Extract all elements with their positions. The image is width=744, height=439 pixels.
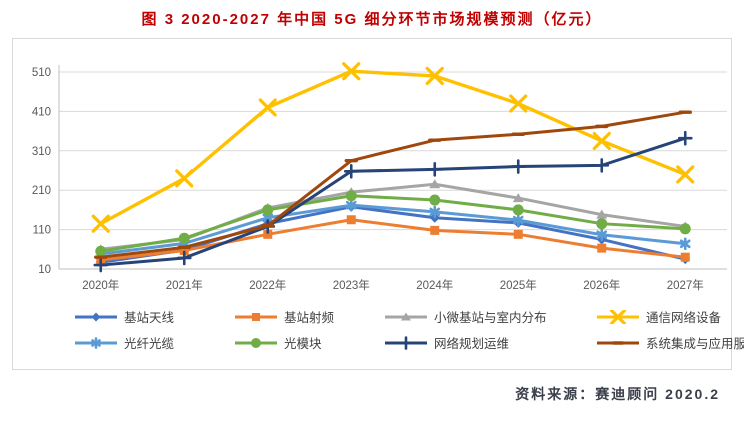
svg-text:410: 410 xyxy=(32,106,51,118)
series-基站射频 xyxy=(96,215,690,265)
legend-item-7: 网络规划运维 xyxy=(383,333,595,352)
legend-triangle-icon xyxy=(385,312,427,320)
svg-text:2026年: 2026年 xyxy=(583,278,620,292)
series-系统集成与应用服务 xyxy=(94,110,692,259)
svg-text:2022年: 2022年 xyxy=(249,278,286,292)
svg-text:210: 210 xyxy=(32,185,51,197)
legend-circle-icon xyxy=(235,337,277,348)
chart-title: 图 3 2020-2027 年中国 5G 细分环节市场规模预测（亿元） xyxy=(141,11,603,28)
series-lines xyxy=(91,62,695,273)
legend-label: 光模块 xyxy=(284,337,322,351)
legend-label: 网络规划运维 xyxy=(434,337,510,351)
legend-item-1: 基站天线 xyxy=(73,307,233,326)
legend-x-icon xyxy=(597,309,639,324)
svg-text:2027年: 2027年 xyxy=(667,278,704,292)
legend-item-5: 光纤光缆 xyxy=(73,333,233,352)
source-note: 资料来源：赛迪顾问 2020.2 xyxy=(515,386,720,402)
svg-text:10: 10 xyxy=(38,264,51,276)
svg-text:310: 310 xyxy=(32,146,51,158)
x-axis-labels: 2020年 2021年 2022年 2023年 2024年 2025年 2026年 2027年 xyxy=(82,278,704,292)
legend-label: 基站射频 xyxy=(284,311,335,325)
y-axis-labels: 10 110 210 310 410 510 xyxy=(32,67,51,276)
legend-asterisk-icon xyxy=(75,336,117,349)
legend-plus-icon xyxy=(385,335,427,350)
svg-text:510: 510 xyxy=(32,67,51,79)
legend-label: 光纤光缆 xyxy=(124,337,175,351)
svg-text:2024年: 2024年 xyxy=(416,278,453,292)
figure-page: 图 3 2020-2027 年中国 5G 细分环节市场规模预测（亿元） 10 11… xyxy=(0,8,744,404)
legend-label: 基站天线 xyxy=(124,311,175,325)
series-光模块 xyxy=(95,190,691,257)
series-光纤光缆 xyxy=(95,198,691,261)
svg-text:2025年: 2025年 xyxy=(500,278,537,292)
legend-item-2: 基站射频 xyxy=(233,307,383,326)
svg-text:2023年: 2023年 xyxy=(333,278,370,292)
legend-dash-icon xyxy=(597,340,639,345)
svg-text:2021年: 2021年 xyxy=(166,278,203,292)
legend-label: 小微基站与室内分布 xyxy=(434,311,547,325)
legend-diamond-icon xyxy=(75,312,117,321)
legend-item-4: 通信网络设备 xyxy=(595,307,744,326)
svg-text:2020年: 2020年 xyxy=(82,278,119,292)
series-通信网络设备 xyxy=(91,62,695,233)
legend-item-8: 系统集成与应用服务 xyxy=(595,333,744,352)
svg-text:110: 110 xyxy=(33,225,51,237)
legend-item-3: 小微基站与室内分布 xyxy=(383,307,595,326)
chart-legend: 基站天线 基站射频 小微基站与室内分布 通信网络设备光纤光缆 光模块 网络规划运维 系统集成… xyxy=(73,307,744,352)
legend-label: 系统集成与应用服务 xyxy=(646,337,744,351)
legend-label: 通信网络设备 xyxy=(646,311,722,325)
legend-item-6: 光模块 xyxy=(233,333,383,352)
legend-square-icon xyxy=(235,312,277,321)
